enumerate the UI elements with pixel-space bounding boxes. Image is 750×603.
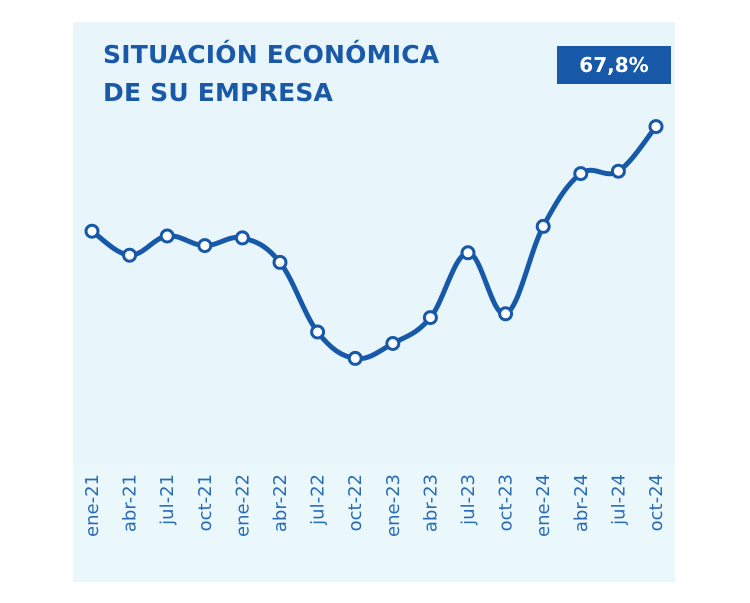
marker-layer [84,119,664,366]
data-point-oct-22 [347,350,363,366]
data-point-abr-21 [122,247,138,263]
x-tick-label: abr-22 [270,474,291,532]
x-tick-label: jul-21 [157,474,178,526]
data-point-abr-23 [422,310,438,326]
data-point-jul-22 [310,324,326,340]
x-tick-label: abr-24 [571,474,592,532]
data-point-jul-23 [460,245,476,261]
data-point-ene-24 [535,218,551,234]
x-tick-label: jul-24 [608,474,629,526]
series-line [89,124,659,362]
chart-title: SITUACIÓN ECONÓMICA DE SU EMPRESA [103,36,439,112]
latest-value-badge: 67,8% [557,46,671,84]
x-tick-label: ene-23 [383,474,404,537]
series-layer [89,124,659,362]
data-point-oct-24 [648,119,664,135]
data-point-jul-24 [610,163,626,179]
data-point-abr-24 [573,166,589,182]
chart-card: ene-21 abr-21 jul-21 oct-21 ene-22 abr-22 jul-… [73,22,675,582]
x-tick-label: oct-23 [496,474,517,531]
x-tick-label: ene-24 [533,474,554,537]
x-tick-label: oct-22 [345,474,366,531]
x-tick-label: ene-22 [232,474,253,537]
x-tick-label: ene-21 [82,474,103,537]
data-point-oct-23 [498,306,514,322]
x-axis-area [73,464,675,582]
data-point-jul-21 [159,228,175,244]
x-tick-label: jul-22 [308,474,329,526]
data-point-ene-22 [234,230,250,246]
data-point-oct-21 [197,238,213,254]
chart-title-line-1: SITUACIÓN ECONÓMICA [103,40,440,69]
data-point-abr-22 [272,254,288,270]
plot-area [73,22,675,464]
x-tick-label: oct-24 [646,474,667,531]
x-tick-label: abr-21 [120,474,141,532]
x-tick-label: oct-21 [195,474,216,531]
line-chart: ene-21 abr-21 jul-21 oct-21 ene-22 abr-22 jul-… [82,119,667,537]
x-tick-labels: ene-21 abr-21 jul-21 oct-21 ene-22 abr-22 jul-… [82,474,667,537]
data-point-ene-23 [385,336,401,351]
data-point-ene-21 [84,223,100,239]
chart-title-line-2: DE SU EMPRESA [103,78,334,107]
x-tick-label: abr-23 [420,474,441,532]
x-tick-label: jul-23 [458,474,479,526]
